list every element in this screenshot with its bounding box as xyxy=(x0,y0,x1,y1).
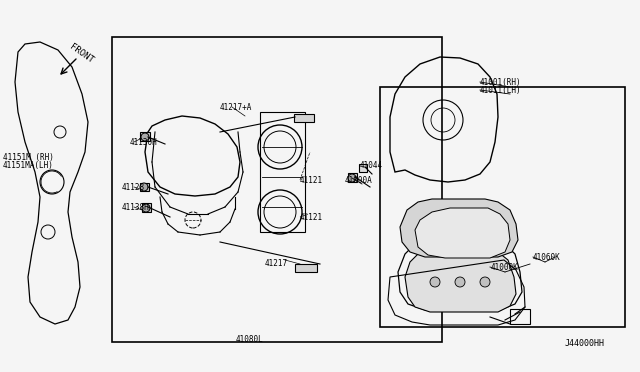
Circle shape xyxy=(480,277,490,287)
Circle shape xyxy=(348,174,356,182)
Circle shape xyxy=(455,277,465,287)
Text: 41001(RH): 41001(RH) xyxy=(480,77,522,87)
Bar xyxy=(112,37,442,342)
Bar xyxy=(348,173,357,182)
Polygon shape xyxy=(405,248,516,312)
Text: 41121: 41121 xyxy=(300,212,323,221)
Circle shape xyxy=(141,133,149,141)
Bar xyxy=(380,87,625,327)
Bar xyxy=(142,203,151,212)
Bar xyxy=(140,132,150,141)
Text: 41000A: 41000A xyxy=(345,176,372,185)
Polygon shape xyxy=(400,199,518,257)
Bar xyxy=(140,183,149,191)
Polygon shape xyxy=(415,208,510,258)
Text: 41130H: 41130H xyxy=(130,138,157,147)
Bar xyxy=(260,112,305,232)
Bar xyxy=(295,264,317,272)
Circle shape xyxy=(430,277,440,287)
Text: 41128: 41128 xyxy=(122,183,145,192)
Text: 41044: 41044 xyxy=(360,160,383,170)
Text: 41011(LH): 41011(LH) xyxy=(480,86,522,94)
Text: FRONT: FRONT xyxy=(68,43,95,65)
Text: 41217: 41217 xyxy=(265,260,288,269)
Circle shape xyxy=(140,183,148,191)
Text: 41151MA(LH): 41151MA(LH) xyxy=(3,160,54,170)
Circle shape xyxy=(142,204,150,212)
Text: 41121: 41121 xyxy=(300,176,323,185)
Text: 41080L: 41080L xyxy=(236,336,264,344)
Text: 41138H: 41138H xyxy=(122,202,150,212)
Text: 41060K: 41060K xyxy=(533,253,561,262)
Bar xyxy=(510,309,530,324)
Bar xyxy=(359,164,367,172)
Text: J44000HH: J44000HH xyxy=(565,340,605,349)
Text: 41151M (RH): 41151M (RH) xyxy=(3,153,54,161)
Text: 41000K: 41000K xyxy=(491,263,519,272)
Bar xyxy=(294,114,314,122)
Text: 41217+A: 41217+A xyxy=(220,103,252,112)
